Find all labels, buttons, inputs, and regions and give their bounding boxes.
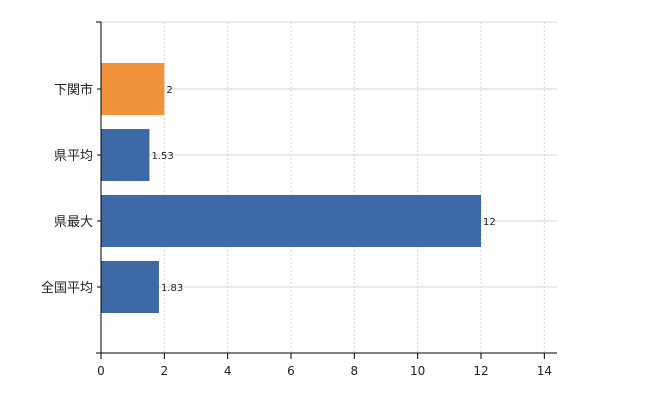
category-label-3: 全国平均 [41, 280, 93, 296]
x-tick-label-0: 0 [97, 364, 105, 378]
bar-3[interactable] [101, 261, 159, 313]
category-label-2: 県最大 [54, 215, 93, 230]
category-label-1: 県平均 [54, 149, 93, 164]
axis-layer [96, 21, 557, 359]
bar-2[interactable] [101, 195, 481, 247]
data-label-2: 12 [483, 217, 496, 228]
grid-layer [101, 21, 557, 353]
bar-0[interactable] [101, 63, 165, 115]
x-tick-label-10: 10 [410, 364, 425, 378]
bar-1[interactable] [101, 129, 150, 181]
bar-layer [101, 63, 481, 313]
label-layer: 2 下関市 1.53 県平均 12 県最大 1.83 全国平均 0 2 4 6 8 10 12 14 [41, 82, 552, 378]
x-tick-label-6: 6 [287, 364, 295, 378]
x-tick-label-4: 4 [224, 364, 232, 378]
data-label-0: 2 [166, 85, 172, 96]
x-tick-label-8: 8 [351, 364, 359, 378]
x-tick-label-14: 14 [537, 364, 552, 378]
data-label-3: 1.83 [161, 283, 183, 294]
x-tick-label-12: 12 [473, 364, 488, 378]
category-label-0: 下関市 [54, 82, 93, 98]
x-tick-label-2: 2 [161, 364, 169, 378]
data-label-1: 1.53 [151, 151, 173, 162]
